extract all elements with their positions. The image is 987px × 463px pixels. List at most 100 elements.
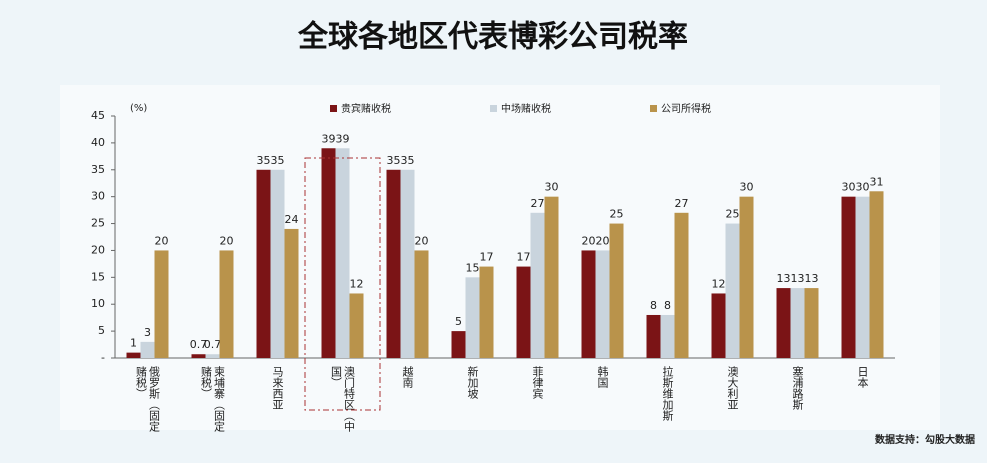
data-label: 30 [856,181,870,194]
y-tick-label: - [101,351,105,364]
bar [855,196,870,358]
bar [191,354,206,358]
data-label: 30 [842,181,856,194]
x-tick-label: 柬埔寨（固定赌税） [199,366,226,432]
bar [544,196,559,358]
data-label: 13 [777,272,791,285]
bar [609,223,624,358]
bar [595,250,610,358]
bar [400,169,415,358]
data-label: 1 [130,337,137,350]
data-label: 30 [545,181,559,194]
bar [790,288,805,358]
bar [479,266,494,358]
x-tick-label: 澳门特区（中国） [329,366,356,432]
bar [284,228,299,358]
bar [414,250,429,358]
x-tick-label-box: 日本 [856,366,869,388]
bar [205,354,220,358]
x-tick-label: 马来西亚 [271,366,284,410]
bar [674,212,689,358]
data-label: 12 [350,277,364,290]
data-label: 13 [805,272,819,285]
x-tick-label-box: 塞浦路斯 [791,366,804,410]
x-tick-label: 塞浦路斯 [791,366,804,410]
bar [321,148,336,358]
data-label: 17 [480,251,494,264]
plot-background [60,85,940,430]
data-label: 20 [582,234,596,247]
bar [530,212,545,358]
x-tick-label: 日本 [856,366,869,388]
bar [140,341,155,358]
data-label: 35 [387,154,401,167]
data-label: 3 [144,326,151,339]
chart-title: 全球各地区代表博彩公司税率 [297,20,688,55]
legend-swatch [330,105,337,112]
x-tick-label-box: 澳大利亚 [726,366,739,410]
y-tick-label: 45 [91,109,105,122]
data-label: 20 [155,234,169,247]
x-tick-label-box: 韩国 [596,366,609,388]
data-label: 5 [455,315,462,328]
data-label: 35 [271,154,285,167]
data-label: 17 [517,251,531,264]
x-tick-label-box: 澳门特区（中国） [329,366,356,432]
data-label: 12 [712,277,726,290]
x-tick-label: 越南 [401,366,414,388]
legend-label: 公司所得税 [661,102,711,115]
x-tick-label: 拉斯维加斯 [661,366,674,421]
data-label: 39 [322,132,336,145]
y-tick-label: 30 [91,190,105,203]
y-tick-label: 40 [91,136,105,149]
bar [219,250,234,358]
bar [725,223,740,358]
bar [126,352,141,358]
x-tick-label-box: 新加坡 [466,366,479,399]
x-tick-label-box: 菲律宾 [531,366,544,399]
bar [581,250,596,358]
y-tick-label: 10 [91,297,105,310]
data-label: 31 [870,175,884,188]
data-label: 27 [675,197,689,210]
x-tick-label-box: 越南 [401,366,414,388]
bar [349,293,364,358]
legend-swatch [650,105,657,112]
legend-label: 贵宾赌收税 [341,102,391,115]
data-label: 35 [257,154,271,167]
highlight-box [304,157,381,411]
source: 数据支持：勾股大数据 [875,433,975,446]
bar [386,169,401,358]
data-label: 15 [466,261,480,274]
data-label: 24 [285,213,299,226]
bar [660,314,675,358]
y-axis-label: (%) [130,103,147,114]
bar [465,277,480,358]
data-label: 0.7 [204,338,222,351]
data-label: 35 [401,154,415,167]
bar [804,288,819,358]
x-tick-label: 新加坡 [466,366,479,399]
bar [516,266,531,358]
legend-swatch [490,105,497,112]
data-label: 20 [415,234,429,247]
x-tick-label-box: 马来西亚 [271,366,284,410]
bar [739,196,754,358]
data-label: 20 [220,234,234,247]
x-tick-label-box: 拉斯维加斯 [661,366,674,421]
bar [270,169,285,358]
bar [646,314,661,358]
x-tick-label: 韩国 [596,366,609,388]
x-tick-label-box: 俄罗斯（固定赌税） [134,366,161,432]
y-tick-label: 15 [91,270,105,283]
x-tick-label: 俄罗斯（固定赌税） [134,366,161,432]
data-label: 25 [610,208,624,221]
data-label: 39 [336,132,350,145]
bar [154,250,169,358]
x-tick-label-box: 柬埔寨（固定赌税） [199,366,226,432]
data-label: 8 [664,299,671,312]
legend-label: 中场赌收税 [501,102,551,115]
bar [841,196,856,358]
data-label: 13 [791,272,805,285]
